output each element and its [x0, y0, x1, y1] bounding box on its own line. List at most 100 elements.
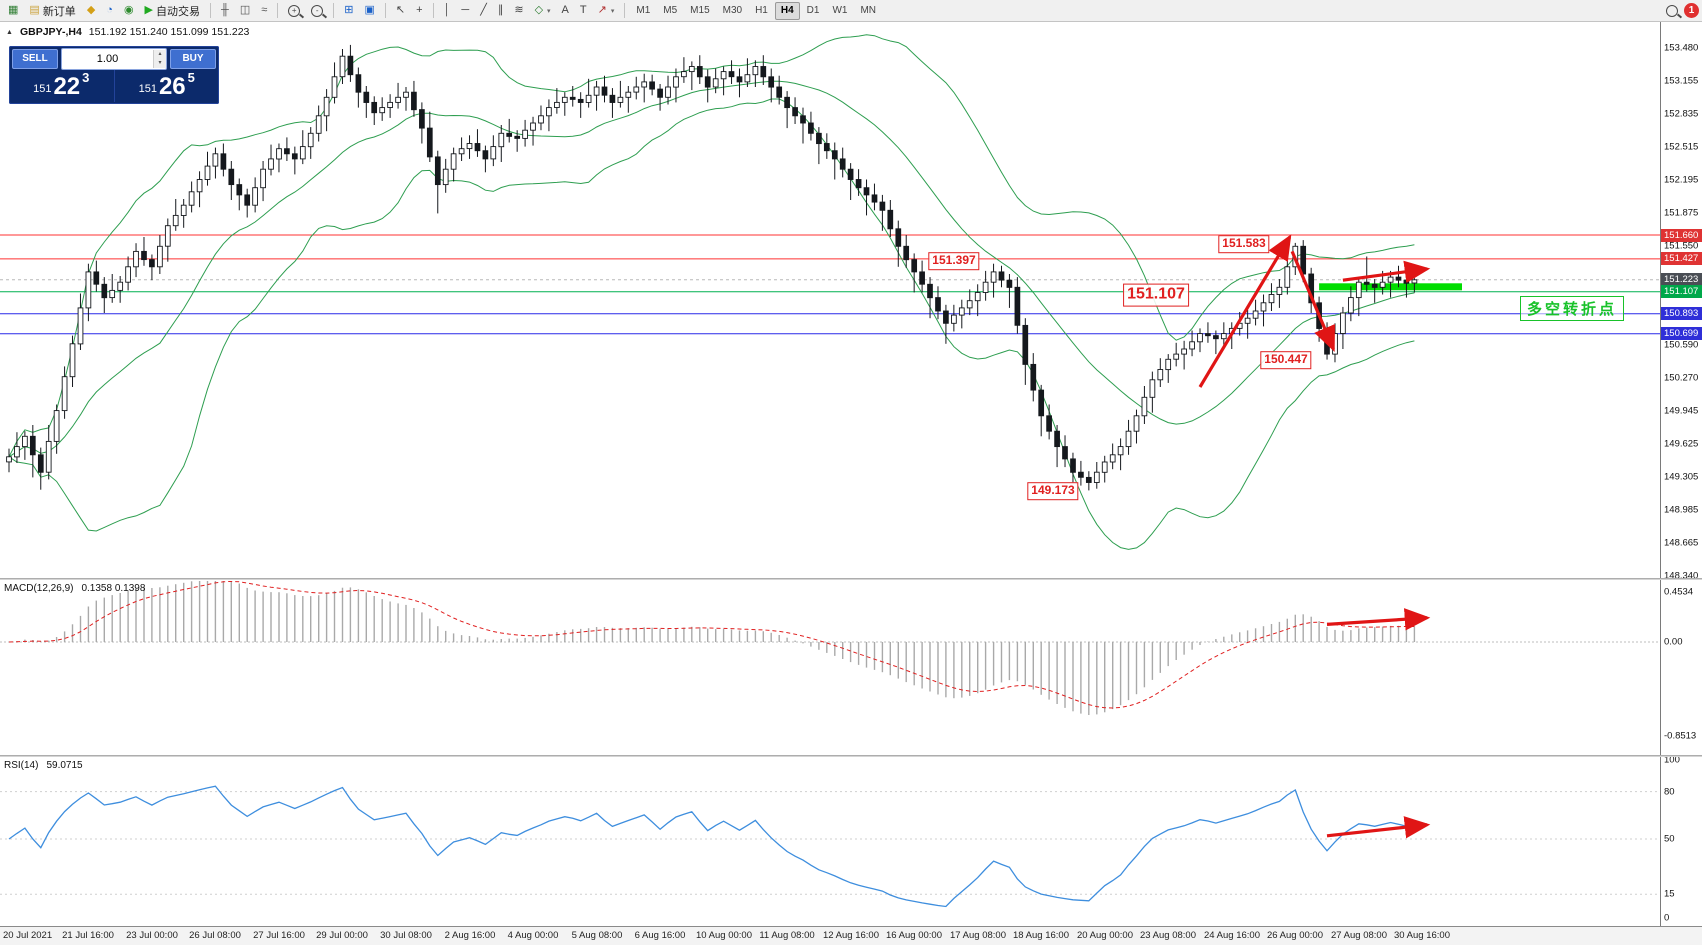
price-tag: 151.107: [1661, 285, 1702, 299]
price-axis-tick: 152.515: [1664, 141, 1699, 153]
rsi-axis-tick: 80: [1664, 786, 1675, 798]
timeframe-m5-button[interactable]: M5: [663, 5, 678, 16]
new-chart-button[interactable]: ▦: [3, 1, 23, 21]
time-axis-label: 4 Aug 00:00: [507, 930, 559, 941]
macd-axis-tick: 0.00: [1664, 636, 1683, 648]
timeframe-m30-button[interactable]: M30: [722, 5, 743, 16]
price-axis-tick: 150.590: [1664, 339, 1699, 351]
buy-button[interactable]: BUY: [170, 49, 216, 69]
time-axis-label: 5 Aug 08:00: [571, 930, 623, 941]
window-icon: ▲: [6, 28, 13, 36]
zoom-out-button[interactable]: -: [306, 1, 328, 21]
tile-windows-button[interactable]: ⊞: [339, 1, 358, 21]
chevron-down-icon: ▾: [547, 7, 551, 15]
rsi-axis-tick: 15: [1664, 888, 1675, 900]
text-button[interactable]: A: [557, 1, 574, 21]
time-axis-label: 20 Aug 00:00: [1077, 930, 1133, 941]
timeframe-mn-button[interactable]: MN: [860, 5, 877, 16]
timeframe-m1-button[interactable]: M1: [636, 5, 651, 16]
time-axis-label: 11 Aug 08:00: [759, 930, 815, 941]
toolbar-separator: [210, 3, 212, 18]
timeframe-w1-button[interactable]: W1: [832, 5, 848, 16]
rsi-axis-tick: 0: [1664, 912, 1670, 924]
sell-price-sup: 3: [82, 70, 90, 85]
lot-spinner: ▴ ▾: [153, 50, 166, 68]
price-axis[interactable]: 153.480 153.155 152.835 152.515 152.195 151.8…: [1660, 22, 1702, 926]
lot-increase-button[interactable]: ▴: [154, 50, 166, 59]
autotrading-button[interactable]: ▶ 自动交易: [140, 1, 205, 21]
candlestick-chart-button[interactable]: ◫: [235, 1, 255, 21]
price-axis-tick: 153.480: [1664, 42, 1699, 54]
sell-price[interactable]: 151 22 3: [9, 70, 114, 102]
bar-chart-button[interactable]: ╫: [216, 1, 234, 21]
toolbar-separator: [624, 3, 626, 18]
sell-price-prefix: 151: [33, 83, 52, 96]
time-axis-label: 20 Jul 2021: [3, 930, 53, 941]
toolbar-separator: [277, 3, 279, 18]
time-axis-label: 21 Jul 16:00: [62, 930, 114, 941]
buy-price-prefix: 151: [138, 83, 157, 96]
shapes-button[interactable]: ◇ ▾: [530, 1, 556, 21]
time-axis[interactable]: 20 Jul 2021 21 Jul 16:00 23 Jul 00:00 26 Ju…: [0, 926, 1702, 945]
strategy-tester-button-icon: ◉: [123, 4, 134, 16]
rsi-axis-tick: 100: [1664, 754, 1680, 766]
lot-input[interactable]: [62, 53, 153, 65]
shapes-button-icon: ◇: [534, 4, 544, 16]
crosshair-button-icon: +: [416, 4, 423, 16]
sell-button[interactable]: SELL: [12, 49, 58, 69]
panel-separator-macd[interactable]: [0, 578, 1702, 580]
cursor-button-icon: ↖: [395, 4, 406, 16]
price-axis-tick: 149.625: [1664, 438, 1699, 450]
strategy-tester-button[interactable]: ◉: [119, 1, 139, 21]
crosshair-button[interactable]: +: [411, 1, 427, 21]
one-click-trading-panel: SELL ▴ ▾ BUY 151 22 3 151 26 5: [9, 46, 219, 104]
new-order-button[interactable]: ▤ 新订单: [24, 1, 80, 21]
line-chart-button[interactable]: ≈: [256, 1, 272, 21]
search-button[interactable]: [1661, 1, 1683, 21]
notification-badge[interactable]: 1: [1684, 3, 1699, 18]
equidistant-channel-button-icon: ∥: [497, 4, 504, 16]
equidistant-channel-button[interactable]: ∥: [493, 1, 509, 21]
zoom-out-button-icon: -: [311, 4, 324, 17]
metaeditor-button[interactable]: ◆: [82, 1, 100, 21]
lot-decrease-button[interactable]: ▾: [154, 59, 166, 68]
time-axis-label: 29 Jul 00:00: [316, 930, 368, 941]
zoom-in-button-icon: +: [288, 4, 301, 17]
trendline-button-icon: ╱: [480, 4, 487, 16]
price-axis-tick: 148.340: [1664, 570, 1699, 582]
timeframe-h4-button[interactable]: H4: [774, 1, 800, 20]
trendline-button[interactable]: ╱: [475, 1, 492, 21]
cursor-button[interactable]: ↖: [391, 1, 410, 21]
vertical-line-button-icon: │: [443, 4, 451, 16]
toolbar-separator: [384, 3, 386, 18]
timeframe-m15-button[interactable]: M15: [690, 5, 710, 16]
tile-windows-button-icon: ⊞: [344, 4, 354, 16]
timeframe-h1-button[interactable]: H1: [755, 5, 768, 16]
fibonacci-button[interactable]: ≋: [509, 1, 528, 21]
time-axis-label: 2 Aug 16:00: [444, 930, 496, 941]
text-label-button-icon: T: [579, 4, 587, 16]
time-axis-label: 16 Aug 00:00: [886, 930, 942, 941]
zoom-in-button[interactable]: +: [283, 1, 305, 21]
buy-price[interactable]: 151 26 5: [113, 70, 220, 102]
price-axis-tick: 151.550: [1664, 240, 1699, 252]
new-chart-button-icon: ▦: [8, 4, 19, 16]
price-axis-tick: 148.665: [1664, 537, 1699, 549]
text-label-button[interactable]: T: [575, 1, 592, 21]
auto-arrange-button[interactable]: ▣: [359, 1, 379, 21]
price-axis-tick: 148.985: [1664, 504, 1699, 516]
buy-price-big: 26: [158, 73, 186, 100]
rsi-value: 59.0715: [46, 760, 83, 771]
vertical-line-button[interactable]: │: [439, 1, 456, 21]
timeframe-d1-button[interactable]: D1: [806, 5, 820, 16]
horizontal-line-button[interactable]: ─: [456, 1, 474, 21]
autotrading-button-label: 自动交易: [156, 5, 201, 18]
arrows-button[interactable]: ↗ ▾: [593, 1, 620, 21]
panel-separator-rsi[interactable]: [0, 755, 1702, 757]
price-tag: 150.893: [1661, 307, 1702, 321]
symbol-text: GBPJPY-,H4: [19, 26, 82, 38]
price-tag: 151.660: [1661, 228, 1702, 242]
data-window-button[interactable]: ◔: [101, 1, 118, 21]
time-axis-label: 30 Jul 08:00: [380, 930, 432, 941]
